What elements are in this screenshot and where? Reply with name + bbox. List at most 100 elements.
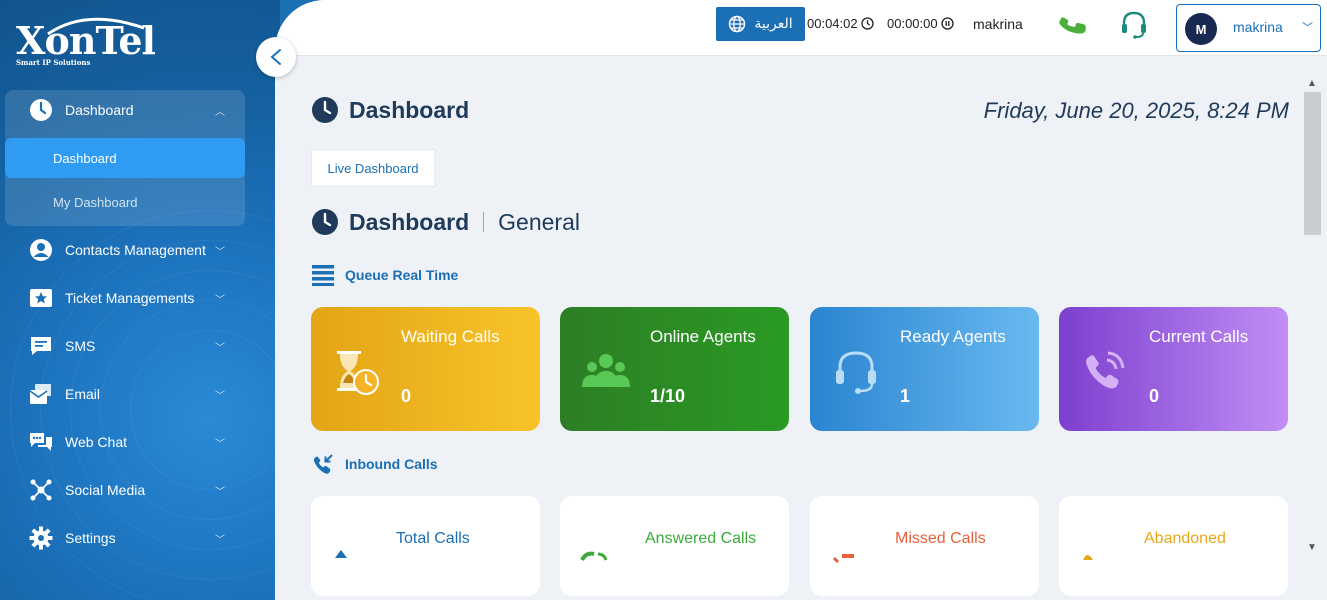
brand-logo[interactable]: XonTel Smart IP Solutions bbox=[16, 14, 156, 70]
sidebar-item-contacts[interactable]: Contacts Management ﹀ bbox=[0, 230, 260, 270]
main-content: العربية 00:04:02 00:00:00 makrina M makr… bbox=[275, 0, 1327, 600]
sidebar-item-label: Email bbox=[65, 386, 101, 402]
current-calls-card[interactable]: Current Calls 0 bbox=[1059, 307, 1288, 431]
sidebar-item-dashboard[interactable]: Dashboard ︿ bbox=[0, 90, 260, 130]
logo-swoosh-icon bbox=[47, 17, 145, 36]
headset-icon bbox=[828, 343, 884, 399]
clock-icon bbox=[312, 97, 338, 123]
section-title-text: Dashboard bbox=[349, 208, 470, 235]
chevron-down-icon: ﹀ bbox=[1302, 22, 1313, 34]
ticket-star-icon bbox=[28, 285, 54, 311]
envelope-icon bbox=[28, 381, 54, 407]
sidebar-item-label: Web Chat bbox=[65, 434, 127, 450]
page-title-text: Dashboard bbox=[349, 96, 470, 123]
sidebar-item-label: Settings bbox=[65, 530, 116, 546]
chevron-down-icon: ﹀ bbox=[215, 534, 225, 546]
inbound-calls-label: Inbound Calls bbox=[311, 452, 438, 476]
session-timer-value: 00:04:02 bbox=[807, 16, 858, 31]
sidebar-item-webchat[interactable]: Web Chat ﹀ bbox=[0, 422, 260, 462]
section-title-divider bbox=[483, 212, 485, 232]
hourglass-clock-icon bbox=[329, 343, 385, 399]
card-title: Online Agents bbox=[650, 327, 756, 346]
section-title: Dashboard General bbox=[311, 208, 580, 236]
answered-call-icon bbox=[580, 551, 608, 561]
chevron-up-icon: ︿ bbox=[215, 106, 225, 118]
page-title: Dashboard bbox=[311, 96, 469, 124]
card-title: Answered Calls bbox=[645, 530, 757, 547]
abandoned-call-icon bbox=[1083, 555, 1093, 560]
clock-icon bbox=[860, 17, 874, 30]
sidebar-item-email[interactable]: Email ﹀ bbox=[0, 374, 260, 414]
scroll-up-arrow[interactable]: ▲ bbox=[1307, 78, 1317, 89]
waiting-calls-card[interactable]: Waiting Calls 0 bbox=[311, 307, 540, 431]
chat-bubble-icon bbox=[28, 333, 54, 359]
card-value: 0 bbox=[401, 386, 412, 406]
online-agents-card[interactable]: Online Agents 1/10 bbox=[560, 307, 789, 431]
card-title: Current Calls bbox=[1149, 327, 1249, 346]
scrollbar-thumb[interactable] bbox=[1304, 92, 1321, 235]
scroll-down-arrow[interactable]: ▼ bbox=[1307, 542, 1317, 553]
current-datetime: Friday, June 20, 2025, 8:24 PM bbox=[983, 98, 1289, 123]
queue-real-time-label: Queue Real Time bbox=[311, 263, 458, 287]
chevron-left-icon bbox=[270, 49, 281, 65]
chevron-down-icon: ﹀ bbox=[215, 438, 225, 450]
chevron-down-icon: ﹀ bbox=[215, 486, 225, 498]
chevron-down-icon: ﹀ bbox=[215, 246, 225, 258]
tab-live-dashboard[interactable]: Live Dashboard bbox=[311, 149, 435, 187]
card-value: 0 bbox=[1149, 386, 1160, 406]
headset-icon[interactable] bbox=[1120, 10, 1148, 45]
session-timer: 00:04:02 bbox=[807, 16, 874, 31]
card-title: Missed Calls bbox=[895, 530, 986, 547]
sidebar-item-settings[interactable]: Settings ﹀ bbox=[0, 518, 260, 558]
sidebar-item-label: Contacts Management bbox=[65, 242, 206, 258]
ready-agents-card[interactable]: Ready Agents 1 bbox=[810, 307, 1039, 431]
missed-calls-card[interactable]: Missed Calls bbox=[810, 496, 1039, 596]
phone-ringing-icon bbox=[1077, 343, 1133, 399]
sidebar-subitem-dashboard[interactable]: Dashboard bbox=[5, 138, 245, 178]
phone-icon[interactable] bbox=[1058, 10, 1088, 45]
phone-icon bbox=[335, 550, 347, 558]
queue-real-time-text: Queue Real Time bbox=[345, 267, 459, 283]
gear-icon bbox=[28, 525, 54, 551]
brand-tagline: Smart IP Solutions bbox=[16, 58, 91, 67]
user-menu[interactable]: M makrina ﹀ bbox=[1176, 4, 1321, 52]
list-icon bbox=[312, 265, 334, 286]
chevron-down-icon: ﹀ bbox=[215, 342, 225, 354]
language-label: العربية bbox=[754, 16, 793, 32]
chat-bubbles-icon bbox=[28, 429, 54, 455]
card-value: 1 bbox=[900, 386, 911, 406]
sidebar-item-sms[interactable]: SMS ﹀ bbox=[0, 326, 260, 366]
clock-icon bbox=[312, 209, 338, 235]
card-value: 1/10 bbox=[650, 386, 686, 406]
globe-icon bbox=[729, 15, 746, 33]
sidebar-item-label: SMS bbox=[65, 338, 96, 354]
sidebar-item-label: Social Media bbox=[65, 482, 146, 498]
answered-calls-card[interactable]: Answered Calls bbox=[560, 496, 789, 596]
sidebar-item-tickets[interactable]: Ticket Managements ﹀ bbox=[0, 278, 260, 318]
language-switch-button[interactable]: العربية bbox=[716, 7, 805, 41]
sidebar-item-social-media[interactable]: Social Media ﹀ bbox=[0, 470, 260, 510]
card-title: Total Calls bbox=[396, 530, 470, 547]
users-group-icon bbox=[578, 343, 634, 399]
missed-call-icon bbox=[832, 554, 854, 564]
inbound-calls-text: Inbound Calls bbox=[345, 456, 438, 472]
user-circle-icon bbox=[28, 237, 54, 263]
network-icon bbox=[28, 477, 54, 503]
sidebar-collapse-button[interactable] bbox=[256, 37, 296, 77]
card-title: Abandoned bbox=[1144, 530, 1226, 547]
incoming-call-icon bbox=[313, 454, 333, 474]
total-calls-card[interactable]: Total Calls bbox=[311, 496, 540, 596]
user-menu-name: makrina bbox=[1233, 19, 1283, 35]
brand-name: XonTel bbox=[16, 18, 156, 63]
pause-timer-value: 00:00:00 bbox=[887, 16, 938, 31]
card-title: Ready Agents bbox=[900, 327, 1006, 346]
chevron-down-icon: ﹀ bbox=[215, 294, 225, 306]
pause-icon bbox=[940, 17, 954, 30]
top-bar: العربية 00:04:02 00:00:00 makrina M makr… bbox=[275, 0, 1327, 56]
sidebar: XonTel Smart IP Solutions Dashboard ︿ Da… bbox=[0, 0, 280, 600]
abandoned-calls-card[interactable]: Abandoned bbox=[1059, 496, 1288, 596]
sidebar-subitem-my-dashboard[interactable]: My Dashboard bbox=[53, 194, 138, 210]
clock-icon bbox=[28, 97, 54, 123]
agent-username: makrina bbox=[973, 16, 1023, 32]
avatar: M bbox=[1185, 13, 1217, 45]
